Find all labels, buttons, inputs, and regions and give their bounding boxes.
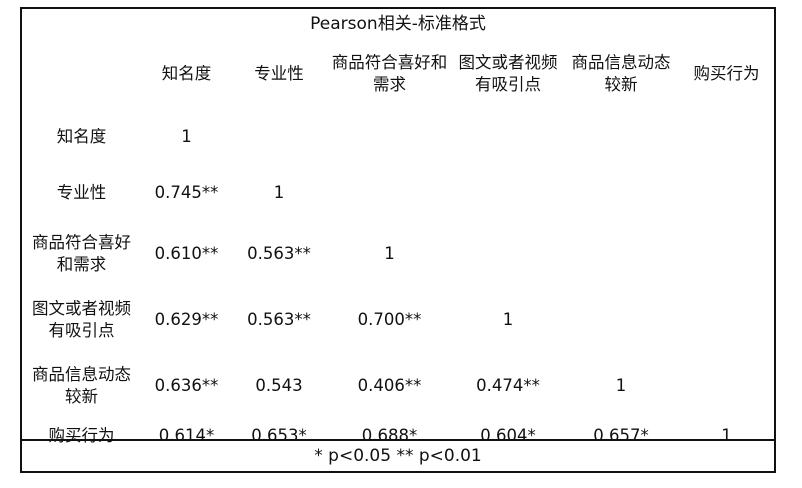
correlation-table: 知名度 专业性 商品符合喜好和需求 图文或者视频有吸引点 商品信息动态较新 购买… xyxy=(22,39,774,453)
column-header: 专业性 xyxy=(254,64,304,83)
table-row: 知名度 1 xyxy=(22,109,774,165)
table-cell: 0.563** xyxy=(247,310,311,329)
row-label: 专业性 xyxy=(56,183,107,202)
correlation-table-frame: Pearson相关-标准格式 知名度 专业性 商品符合喜好和需求 图文或者视频有… xyxy=(20,7,776,473)
row-label: 知名度 xyxy=(56,127,107,146)
table-cell: 1 xyxy=(384,244,395,263)
table-cell: 0.543 xyxy=(255,376,303,395)
row-label: 商品符合喜好和需求 xyxy=(32,233,131,274)
table-cell: 1 xyxy=(615,376,627,395)
column-header: 购买行为 xyxy=(693,64,760,83)
table-row: 图文或者视频有吸引点 0.629** 0.563** 0.700** 1 xyxy=(22,287,774,353)
table-cell: 0.745** xyxy=(154,183,219,202)
table-cell: 0.474** xyxy=(476,376,540,395)
table-row: 商品信息动态较新 0.636** 0.543 0.406** 0.474** 1 xyxy=(22,353,774,419)
table-row: 商品符合喜好和需求 0.610** 0.563** 1 xyxy=(22,221,774,287)
header-row: 知名度 专业性 商品符合喜好和需求 图文或者视频有吸引点 商品信息动态较新 购买… xyxy=(22,39,774,109)
table-cell: 1 xyxy=(273,183,285,202)
column-header: 商品符合喜好和需求 xyxy=(331,53,448,94)
table-cell: 1 xyxy=(181,127,192,146)
column-header: 图文或者视频有吸引点 xyxy=(458,53,558,94)
table-row: 专业性 0.745** 1 xyxy=(22,165,774,221)
table-cell: 0.636** xyxy=(154,376,219,395)
row-label: 商品信息动态较新 xyxy=(32,365,131,406)
table-cell: 0.406** xyxy=(357,376,422,395)
table-cell: 0.700** xyxy=(357,310,422,329)
column-header: 知名度 xyxy=(161,64,212,83)
row-label: 图文或者视频有吸引点 xyxy=(32,299,131,340)
table-cell: 1 xyxy=(721,426,732,445)
table-cell: 0.563** xyxy=(247,244,311,263)
column-header: 商品信息动态较新 xyxy=(571,53,671,94)
table-cell: 0.629** xyxy=(154,310,219,329)
table-title: Pearson相关-标准格式 xyxy=(310,14,486,34)
table-cell: 0.610** xyxy=(154,244,219,263)
table-footnote: * p<0.05 ** p<0.01 xyxy=(22,439,774,471)
table-cell: 1 xyxy=(502,310,514,329)
